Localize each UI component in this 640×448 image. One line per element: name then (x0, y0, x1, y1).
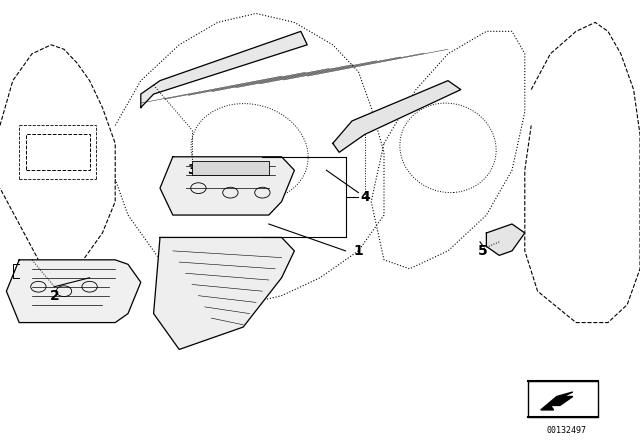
Bar (192, 161, 269, 175)
Bar (528, 381, 598, 417)
Text: 2: 2 (49, 289, 60, 303)
Polygon shape (6, 260, 141, 323)
Bar (26, 134, 90, 170)
Text: 5: 5 (478, 244, 488, 258)
Polygon shape (154, 237, 294, 349)
Text: 3: 3 (187, 163, 197, 177)
Polygon shape (160, 157, 294, 215)
Polygon shape (141, 31, 307, 108)
Text: 4: 4 (360, 190, 370, 204)
Text: 00132497: 00132497 (547, 426, 586, 435)
Polygon shape (486, 224, 525, 255)
Text: 1: 1 (353, 244, 364, 258)
Polygon shape (541, 392, 573, 410)
Polygon shape (333, 81, 461, 152)
